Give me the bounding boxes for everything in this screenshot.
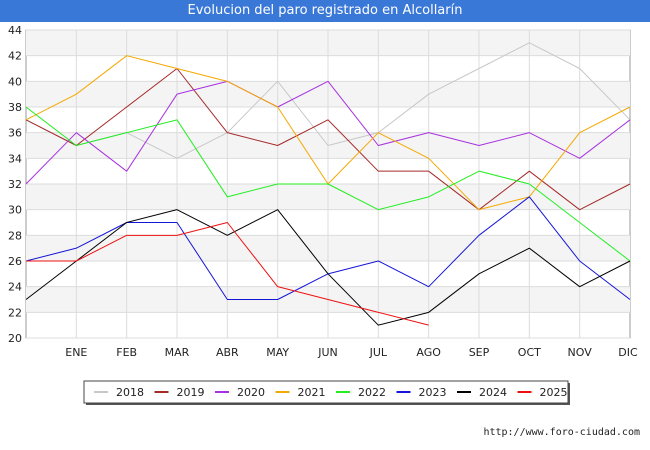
- x-tick-label: OCT: [518, 346, 541, 359]
- legend-label-2025: 2025: [540, 386, 568, 399]
- y-tick-label: 22: [8, 306, 22, 319]
- legend-label-2020: 2020: [237, 386, 265, 399]
- grid-lines: [26, 29, 630, 339]
- y-tick-label: 40: [8, 75, 22, 88]
- legend-label-2018: 2018: [116, 386, 144, 399]
- y-axis-ticks: 20 22 24 26 28 30 32 34 36 38 40 42 44: [8, 24, 22, 345]
- y-tick-label: 36: [8, 127, 22, 140]
- series-line-2019: [25, 68, 631, 211]
- y-tick-label: 42: [8, 50, 22, 63]
- x-tick-label: JUN: [317, 346, 338, 359]
- x-tick-label: SEP: [469, 346, 490, 359]
- legend-box: [83, 380, 569, 404]
- y-tick-label: 30: [8, 204, 22, 217]
- x-tick-label: DIC: [618, 346, 638, 359]
- y-tick-label: 24: [8, 281, 22, 294]
- x-tick-label: ABR: [216, 346, 239, 359]
- legend-label-2024: 2024: [479, 386, 507, 399]
- legend-label-2021: 2021: [298, 386, 326, 399]
- x-tick-label: AGO: [416, 346, 441, 359]
- series-line-2022: [25, 106, 631, 262]
- chart-title: Evolucion del paro registrado en Alcolla…: [0, 0, 650, 22]
- y-tick-label: 20: [8, 332, 22, 345]
- x-axis-ticks: ENE FEB MAR ABR MAY JUN JUL AGO SEP OCT NOV DIC: [65, 346, 638, 359]
- y-tick-label: 26: [8, 255, 22, 268]
- y-tick-label: 44: [8, 24, 22, 37]
- x-tick-label: FEB: [116, 346, 137, 359]
- y-tick-label: 28: [8, 229, 22, 242]
- series-line-2025: [26, 222, 429, 326]
- y-tick-label: 32: [8, 178, 22, 191]
- x-tick-label: MAY: [266, 346, 289, 359]
- x-tick-label: ENE: [65, 346, 87, 359]
- legend-label-2023: 2023: [419, 386, 447, 399]
- x-tick-label: JUL: [369, 346, 388, 359]
- series-line-2024: [25, 209, 631, 326]
- y-tick-label: 34: [8, 152, 22, 165]
- series-lines: [25, 42, 631, 326]
- legend-label-2019: 2019: [177, 386, 205, 399]
- series-line-2020: [25, 80, 631, 185]
- y-tick-label: 38: [8, 101, 22, 114]
- legend-label-2022: 2022: [358, 386, 386, 399]
- x-tick-label: MAR: [165, 346, 190, 359]
- x-tick-label: NOV: [568, 346, 593, 359]
- legend: 2018 2019 2020 2021 2022 2023 2024 2025: [83, 380, 570, 405]
- source-footer: http://www.foro-ciudad.com: [483, 427, 640, 438]
